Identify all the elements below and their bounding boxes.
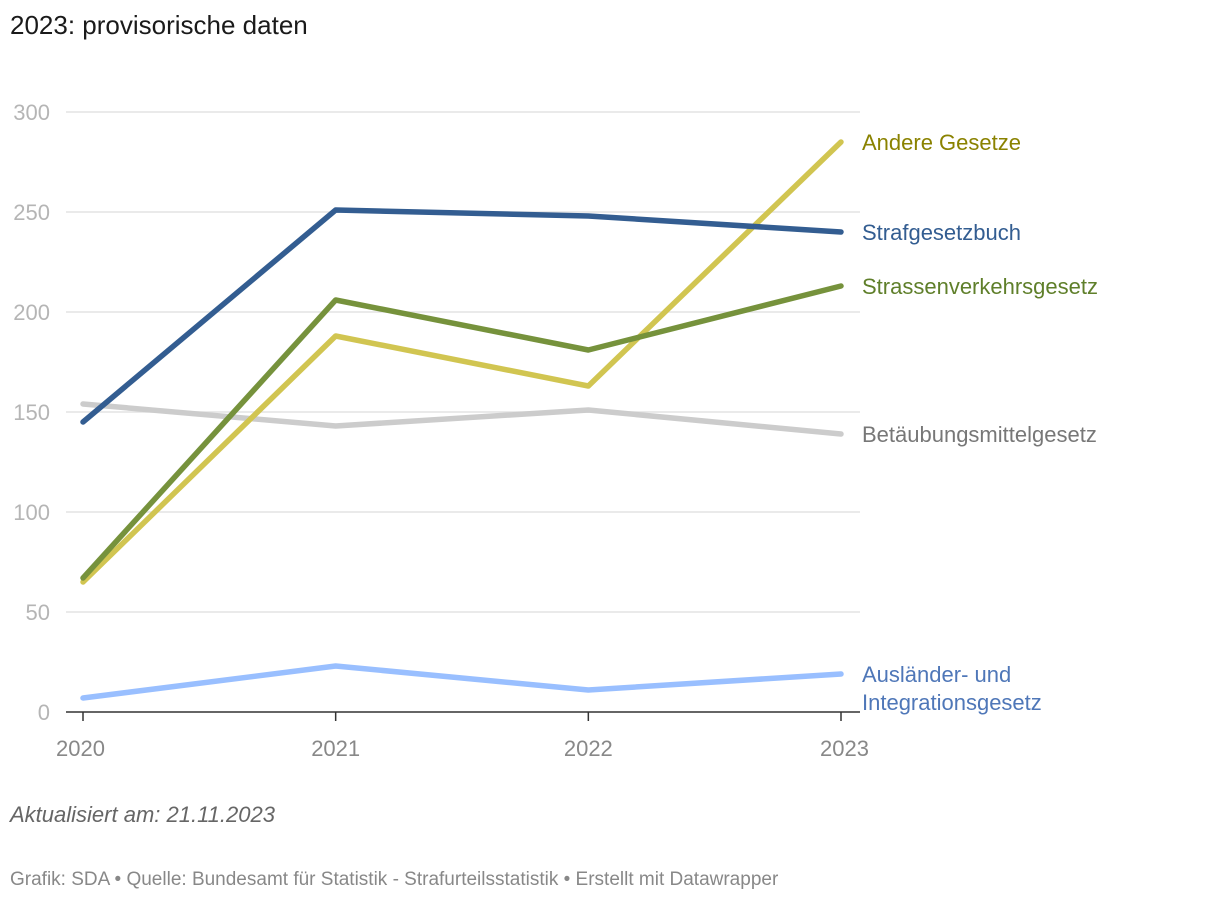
series-line [80, 663, 844, 701]
series-label: Andere Gesetze [862, 130, 1021, 155]
series-line [80, 283, 844, 581]
series-label: Strassenverkehrsgesetz [862, 274, 1098, 299]
y-tick-label: 300 [13, 100, 50, 125]
x-tick-label: 2021 [311, 736, 360, 761]
y-tick-label: 250 [13, 200, 50, 225]
y-tick-label: 50 [26, 600, 50, 625]
series-label: Betäubungsmittelgesetz [862, 422, 1097, 447]
series-lines [80, 139, 844, 701]
x-tick-label: 2022 [564, 736, 613, 761]
x-axis: 2020 2021 2022 2023 [56, 711, 869, 761]
series-line [80, 207, 844, 425]
x-tick-label: 2023 [820, 736, 869, 761]
source-credit: Grafik: SDA • Quelle: Bundesamt für Stat… [10, 869, 779, 890]
y-tick-label: 0 [38, 700, 50, 725]
y-tick-label: 100 [13, 500, 50, 525]
y-tick-label: 200 [13, 300, 50, 325]
series-labels: Betäubungsmittelgesetz Ausländer- und Inte… [862, 130, 1098, 715]
y-axis-ticks: 0 50 100 150 200 250 300 [13, 100, 50, 725]
series-label: Strafgesetzbuch [862, 220, 1021, 245]
series-line [80, 401, 844, 437]
y-tick-label: 150 [13, 400, 50, 425]
series-label: Ausländer- und Integrationsgesetz [862, 662, 1042, 715]
update-note: Aktualisiert am: 21.11.2023 [10, 802, 275, 827]
x-tick-label: 2020 [56, 736, 105, 761]
series-line [80, 139, 844, 585]
chart-title: 2023: provisorische daten [10, 10, 308, 40]
